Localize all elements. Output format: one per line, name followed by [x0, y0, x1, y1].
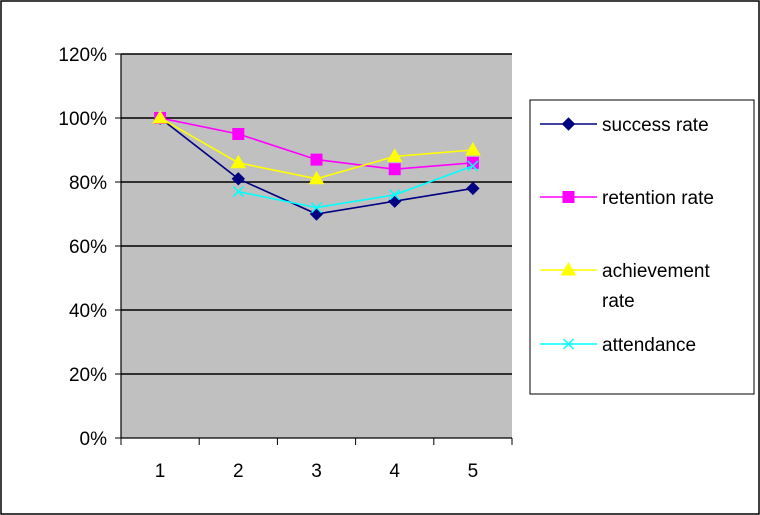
- data-point-retention-rate: [232, 128, 245, 140]
- legend-label-retention-rate: retention rate: [602, 188, 714, 209]
- x-tick-label: 1: [155, 461, 166, 482]
- y-tick-label: 40%: [69, 301, 107, 322]
- legend-item-achievement-rate: achievement rate: [540, 261, 710, 312]
- data-point-attendance: [467, 160, 479, 172]
- data-point-attendance-stroke: [232, 186, 244, 198]
- data-point-attendance: [310, 202, 323, 214]
- data-point-attendance-stroke: [389, 189, 401, 201]
- data-point-achievement-rate: [465, 142, 481, 156]
- legend-label-attendance: attendance: [602, 335, 696, 356]
- legend-label-line: achievement: [602, 261, 710, 282]
- data-point-retention-rate: [388, 163, 401, 176]
- series-line-attendance: [238, 165, 474, 209]
- data-point-success-rate: [231, 172, 246, 186]
- y-tick-label: 60%: [69, 237, 107, 258]
- data-point-attendance: [232, 186, 244, 198]
- y-tick-label: 100%: [58, 109, 107, 130]
- y-tick-label: 120%: [58, 45, 107, 66]
- series-attendance: [232, 160, 479, 214]
- legend: success rate retention rate achievement rat…: [529, 99, 755, 395]
- legend-marker-retention-rate: [562, 191, 575, 203]
- data-point-achievement-rate: [386, 148, 403, 162]
- y-tick-label: 0%: [80, 429, 108, 450]
- legend-marker-attendance-stroke: [562, 338, 575, 350]
- legend-label-achievement-rate: achievement rate: [602, 261, 710, 312]
- legend-item-success-rate: success rate: [540, 115, 709, 136]
- series-achievement-rate: [152, 110, 481, 185]
- legend-item-attendance: attendance: [540, 335, 696, 356]
- data-point-attendance-stroke: [467, 160, 479, 172]
- legend-marker-achievement-rate: [560, 262, 577, 276]
- x-tick-label: 5: [468, 461, 479, 482]
- y-tick-label: 80%: [69, 173, 107, 194]
- data-point-achievement-rate: [152, 110, 168, 124]
- data-point-success-rate: [466, 181, 480, 196]
- x-tick-label: 2: [233, 461, 244, 482]
- data-point-achievement-rate: [230, 154, 247, 169]
- data-point-attendance-stroke: [310, 202, 323, 214]
- legend-marker-attendance: [562, 338, 575, 350]
- y-tick-label: 20%: [69, 365, 107, 386]
- legend-marker-success-rate: [561, 117, 576, 131]
- series-layer: [152, 110, 481, 221]
- gridlines: [121, 53, 512, 375]
- axes: 0% 20% 40% 60% 80% 100% 120% 1 2 3 4 5: [58, 45, 513, 482]
- data-point-attendance: [389, 189, 401, 201]
- data-point-achievement-rate: [308, 170, 325, 185]
- x-tick-label: 4: [389, 461, 400, 482]
- legend-label-line: rate: [602, 291, 635, 312]
- data-point-retention-rate: [466, 156, 479, 169]
- legend-label-success-rate: success rate: [602, 115, 709, 136]
- x-tick-label: 3: [311, 461, 322, 482]
- data-point-retention-rate: [310, 153, 323, 166]
- legend-item-retention-rate: retention rate: [540, 188, 714, 209]
